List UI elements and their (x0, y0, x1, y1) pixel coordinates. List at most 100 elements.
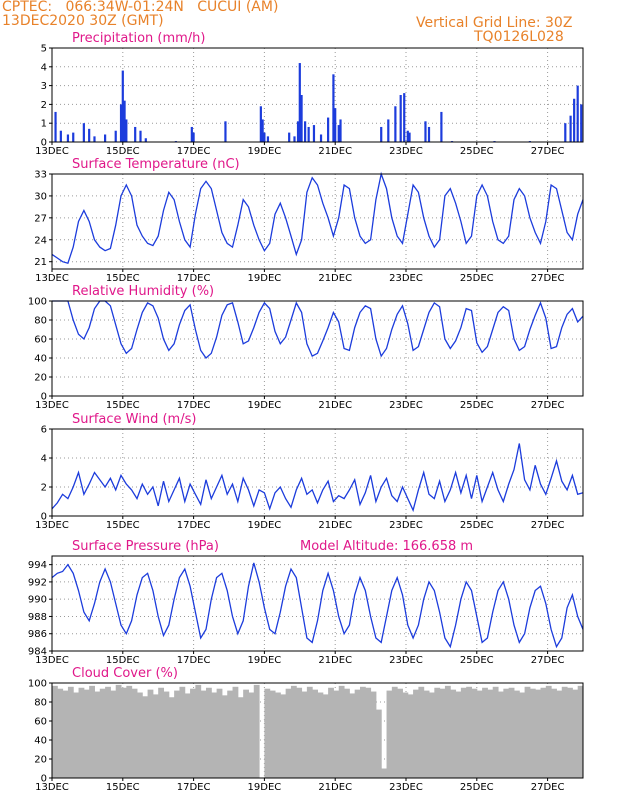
y-tick-label: 4 (41, 454, 47, 465)
precip-bar (190, 126, 193, 142)
cloud-bar (567, 687, 573, 778)
precip-bar (139, 130, 142, 142)
y-tick-label: 80 (34, 316, 47, 327)
cloud-bar (62, 690, 69, 778)
precip-bar (399, 95, 402, 142)
cloud-bar (498, 691, 504, 778)
x-tick-label: 23DEC (389, 273, 423, 284)
cloud-bar (487, 689, 494, 778)
panel-frame (51, 300, 584, 397)
cloud-bar (391, 686, 398, 778)
y-tick-label: 20 (34, 373, 47, 384)
x-tick-label: 25DEC (460, 400, 494, 411)
x-tick-label: 23DEC (389, 146, 423, 157)
x-tick-label: 13DEC (35, 146, 69, 157)
precip-bar (394, 106, 397, 142)
cloud-bar (471, 688, 478, 778)
x-tick-label: 19DEC (248, 400, 282, 411)
panel-5: 0 20 40 60 80 100 13DEC 15DEC 17DEC 19DEC 21DEC 23D… (28, 666, 584, 793)
precip-bar (125, 119, 128, 142)
precip-bar (192, 132, 195, 142)
cloud-bar (572, 689, 579, 778)
cloud-bar (529, 688, 536, 778)
cloud-bar (168, 697, 175, 778)
cloud-bar (519, 692, 526, 778)
panel-title: Surface Temperature (nC) (72, 157, 240, 172)
x-tick-label: 17DEC (177, 273, 211, 284)
cloud-bar (280, 694, 287, 778)
cloud-bar (285, 688, 292, 778)
cloud-bar (535, 689, 542, 778)
cloud-bar (561, 686, 568, 778)
y-tick-label: 4 (41, 62, 47, 73)
y-tick-label: 0 (41, 138, 47, 149)
cloud-bar (540, 687, 547, 778)
y-tick-label: 0 (41, 512, 47, 523)
precip-bar (144, 138, 147, 142)
y-tick-label: 60 (34, 717, 47, 728)
cloud-bar (577, 685, 583, 778)
cloud-bar (381, 768, 388, 778)
y-tick-label: 986 (28, 629, 47, 640)
cloud-bar (227, 690, 234, 778)
x-tick-label: 15DEC (106, 146, 140, 157)
cloud-bar (482, 687, 488, 778)
precip-bar (296, 121, 300, 142)
cloud-bar (163, 691, 170, 778)
x-tick-label: 19DEC (248, 782, 282, 793)
cloud-bar (158, 687, 165, 778)
x-tick-label: 19DEC (248, 146, 282, 157)
cloud-bar (99, 688, 106, 778)
y-tick-label: 60 (34, 335, 47, 346)
x-tick-label: 21DEC (318, 400, 352, 411)
precip-bar (298, 63, 301, 142)
precip-bar (261, 119, 264, 142)
cloud-bar (434, 687, 441, 778)
cloud-bar (439, 688, 446, 778)
cloud-bar (94, 691, 101, 778)
y-tick-label: 988 (28, 612, 47, 623)
cloud-bar (375, 709, 382, 778)
panel-frame (51, 47, 584, 143)
precip-bar (569, 115, 572, 142)
cloud-bar (253, 684, 260, 778)
cloud-bar (205, 687, 212, 778)
cloud-bar (508, 687, 515, 778)
cloud-bar (126, 685, 133, 778)
x-tick-label: 13DEC (35, 520, 69, 531)
cloud-bar (211, 692, 218, 778)
cloud-bar (147, 689, 154, 778)
x-tick-label: 23DEC (389, 782, 423, 793)
y-tick-label: 5 (41, 44, 47, 55)
cloud-bar (264, 688, 271, 778)
precip-bar (334, 108, 337, 142)
y-tick-label: 33 (34, 170, 47, 181)
precip-bar (259, 106, 262, 142)
y-tick-label: 40 (34, 736, 47, 747)
x-tick-label: 21DEC (318, 146, 352, 157)
cloud-bar (110, 690, 117, 778)
x-tick-label: 17DEC (177, 782, 211, 793)
y-tick-label: 40 (34, 354, 47, 365)
x-tick-label: 13DEC (35, 400, 69, 411)
precip-bar (88, 128, 91, 142)
cloud-bar (386, 690, 393, 778)
x-tick-label: 27DEC (531, 782, 565, 793)
precip-bar (580, 104, 583, 142)
panel-title: Precipitation (mm/h) (72, 31, 205, 46)
cloud-bar (349, 693, 356, 778)
x-tick-label: 19DEC (248, 520, 282, 531)
cloud-bar (115, 684, 122, 778)
cloud-bar (450, 689, 457, 778)
precip-bar (387, 119, 390, 142)
cloud-bar (545, 685, 552, 778)
x-tick-label: 17DEC (177, 400, 211, 411)
x-tick-label: 15DEC (106, 520, 140, 531)
header-grid-line: Vertical Grid Line: 30Z (416, 15, 573, 31)
y-tick-label: 27 (34, 213, 47, 224)
cloud-bar (397, 688, 403, 778)
cloud-bar (190, 688, 196, 778)
cloud-bar (423, 690, 430, 778)
series-line (51, 171, 584, 264)
